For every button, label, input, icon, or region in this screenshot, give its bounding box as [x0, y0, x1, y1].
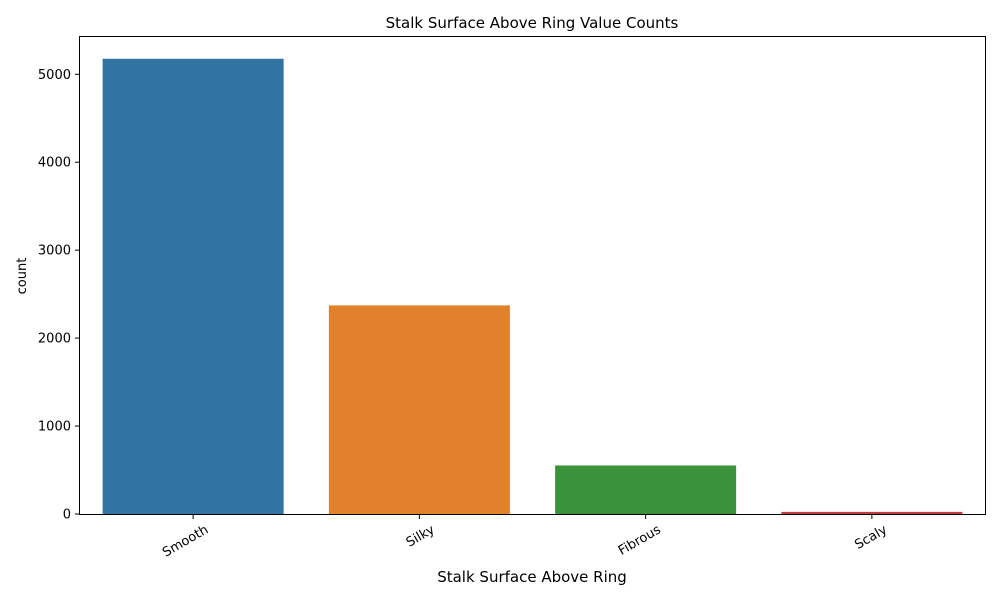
- y-tick-label: 4000: [38, 156, 71, 171]
- plot-frame: [79, 36, 986, 515]
- x-tick-label: Smooth: [160, 522, 211, 560]
- bars-group: [102, 58, 963, 514]
- x-tick-label: Fibrous: [616, 522, 664, 558]
- x-axis-ticks: Smooth Silky Fibrous Scaly: [160, 514, 890, 561]
- bar-scaly: [781, 511, 963, 514]
- y-tick-label: 3000: [38, 244, 71, 259]
- bar-fibrous: [555, 465, 737, 514]
- x-axis-label: Stalk Surface Above Ring: [437, 568, 627, 586]
- y-tick-label: 5000: [38, 68, 71, 83]
- y-tick-label: 0: [63, 508, 71, 523]
- y-axis-label: count: [15, 258, 30, 295]
- y-tick-label: 2000: [38, 332, 71, 347]
- bar-silky: [328, 305, 510, 514]
- y-tick-label: 1000: [38, 420, 71, 435]
- chart-title: Stalk Surface Above Ring Value Counts: [386, 14, 679, 32]
- x-tick-label: Silky: [404, 522, 438, 550]
- y-axis-ticks: 0 1000 2000 3000 4000 5000: [38, 68, 80, 523]
- bar-smooth: [102, 58, 284, 514]
- x-tick-label: Scaly: [852, 522, 890, 552]
